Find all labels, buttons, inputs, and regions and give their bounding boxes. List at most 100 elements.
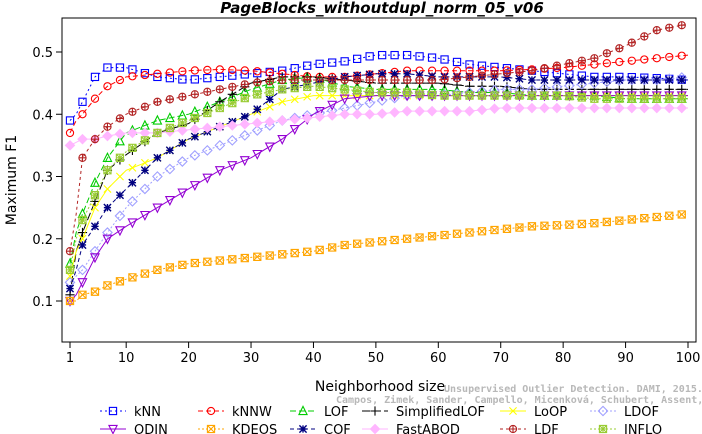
data-point-ldof [77, 264, 88, 276]
data-point-cof [615, 75, 624, 85]
data-point-inflo [490, 91, 499, 100]
data-point-kdeos [577, 219, 587, 229]
data-point-knn [103, 63, 112, 72]
data-point-ldof [588, 77, 600, 89]
data-point-loop [278, 97, 287, 106]
data-point-fastabod [102, 130, 113, 142]
legend-item-knn: kNN [100, 405, 161, 420]
data-point-inflo [452, 91, 462, 100]
data-point-odin [89, 253, 100, 264]
legend-label-ldf: LDF [534, 423, 559, 434]
legend-label-inflo: INFLO [624, 423, 662, 434]
data-point-odin [77, 278, 88, 289]
data-point-inflo [377, 88, 387, 97]
data-point-cof [178, 138, 187, 147]
data-point-inflo [627, 94, 636, 103]
data-point-ldof [152, 171, 163, 182]
data-point-inflo [228, 98, 237, 108]
data-point-knn [377, 50, 387, 60]
data-point-kdeos [140, 269, 150, 278]
data-point-cof [165, 146, 174, 155]
data-point-ldf [402, 75, 412, 85]
data-point-knnw [190, 66, 199, 75]
data-point-fastabod [239, 118, 251, 130]
data-point-kdeos [640, 214, 649, 223]
legend-item-fastabod: FastABOD [362, 423, 460, 434]
data-point-cof [78, 240, 87, 250]
y-tick-label: 0.3 [32, 171, 53, 186]
legend-item-loop: LoOP [500, 405, 567, 420]
series-knn [65, 50, 689, 125]
data-point-loop [115, 172, 124, 181]
data-point-knn [115, 63, 125, 72]
data-point-cof [153, 153, 162, 162]
data-point-ldf [565, 59, 574, 68]
data-point-loop [303, 92, 312, 101]
data-point-knn [90, 72, 100, 82]
series-line-loop [69, 95, 688, 277]
data-point-fastabod [551, 102, 563, 114]
legend-marker-lof [298, 405, 308, 416]
data-point-kdeos [602, 217, 611, 227]
data-point-fastabod [114, 128, 126, 140]
data-point-ldf [627, 38, 636, 47]
data-point-fastabod [501, 102, 513, 114]
data-point-ldf [452, 74, 462, 83]
data-point-ldf [590, 54, 599, 63]
data-point-kdeos [377, 237, 387, 246]
legend-label-cof: COF [324, 423, 351, 434]
data-point-fastabod [314, 111, 326, 123]
legend-item-ldof: LDOF [590, 405, 659, 420]
data-point-ldof [102, 227, 113, 238]
data-point-ldf [340, 75, 349, 85]
data-point-ldf [103, 122, 112, 131]
data-point-ldf [290, 75, 299, 85]
data-point-cof [103, 203, 112, 212]
data-point-ldof [251, 125, 263, 136]
data-point-kdeos [652, 212, 661, 222]
data-point-ldof [201, 144, 213, 156]
data-point-lof [114, 135, 125, 146]
data-point-ldof [189, 149, 201, 161]
x-tick-label: 60 [430, 351, 447, 366]
data-point-ldf [365, 75, 374, 85]
data-point-ldf [178, 92, 187, 101]
data-point-ldf [65, 247, 75, 256]
data-point-knn [402, 50, 412, 60]
data-point-fastabod [614, 102, 625, 114]
legend-label-loop: LoOP [534, 405, 567, 420]
data-point-knnw [115, 75, 125, 85]
data-point-ldf [115, 114, 125, 123]
legend-marker-ldf [508, 424, 518, 434]
data-point-ldf [328, 75, 337, 85]
data-point-knn [365, 52, 374, 61]
data-point-fastabod [276, 115, 288, 126]
data-point-fastabod [177, 125, 188, 136]
data-point-knn [427, 53, 437, 62]
data-point-odin [127, 218, 138, 229]
data-point-ldf [515, 67, 524, 77]
data-point-kdeos [278, 250, 287, 259]
data-point-cof [677, 75, 686, 85]
data-point-fastabod [202, 122, 213, 134]
data-point-knnw [652, 54, 661, 63]
data-point-odin [114, 226, 125, 237]
legend-label-knnw: kNNW [232, 405, 272, 420]
data-point-ldf [440, 75, 449, 84]
data-point-ldf [415, 75, 424, 85]
series-kdeos [65, 210, 689, 306]
data-point-odin [339, 94, 350, 105]
data-point-fastabod [638, 102, 650, 114]
data-point-fastabod [64, 140, 76, 151]
legend-marker-inflo [598, 424, 608, 434]
data-point-fastabod [376, 108, 388, 119]
data-point-knnw [240, 66, 249, 75]
data-point-odin [177, 188, 188, 199]
data-point-kdeos [203, 257, 212, 266]
data-point-cof [265, 95, 274, 104]
data-point-odin [152, 203, 163, 214]
data-point-ldf [215, 85, 224, 94]
data-point-ldf [465, 72, 474, 82]
legend-label-ldof: LDOF [624, 405, 659, 420]
data-point-fastabod [476, 104, 488, 116]
